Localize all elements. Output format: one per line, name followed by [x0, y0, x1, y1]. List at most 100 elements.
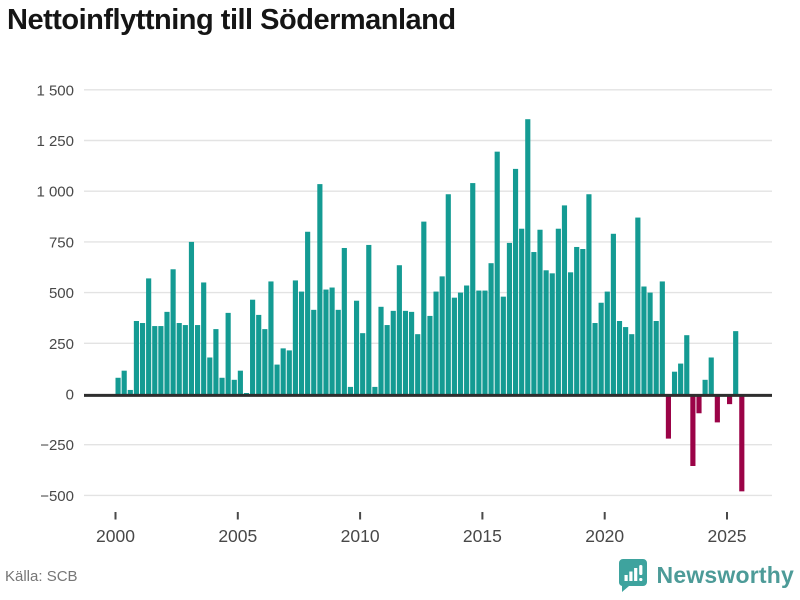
bar-positive: [476, 290, 482, 394]
bar-negative: [727, 394, 733, 405]
bar-positive: [616, 320, 623, 394]
bar-positive: [561, 205, 568, 394]
bar-positive: [445, 194, 451, 394]
bar-positive: [115, 377, 121, 394]
bar-positive: [396, 265, 402, 394]
bar-positive: [470, 183, 476, 394]
bar-positive: [170, 269, 176, 394]
bar-positive: [671, 371, 678, 394]
bar-positive: [292, 280, 298, 394]
bar-positive: [506, 242, 513, 394]
bar-positive: [433, 291, 439, 394]
bar-positive: [525, 119, 531, 395]
bar-positive: [378, 306, 384, 394]
y-axis-tick-label: 0: [66, 387, 74, 404]
bar-negative: [696, 394, 702, 414]
bar-positive: [268, 281, 274, 394]
bar-positive: [482, 290, 488, 394]
y-axis-tick-label: −250: [40, 437, 74, 454]
bar-positive: [586, 194, 592, 394]
bar-positive: [390, 310, 396, 394]
bar-positive: [194, 325, 201, 394]
bar-positive: [219, 377, 225, 394]
bar-positive: [702, 379, 708, 394]
bar-positive: [127, 389, 133, 394]
bar-positive: [201, 282, 207, 394]
bar-positive: [647, 292, 653, 394]
bar-positive: [280, 348, 286, 394]
bar-positive: [659, 281, 665, 394]
newsworthy-badge-icon: [618, 559, 647, 592]
bar-positive: [176, 323, 182, 394]
bar-positive: [384, 325, 390, 394]
bar-positive: [158, 326, 164, 394]
bar-positive: [555, 228, 561, 394]
newsworthy-wordmark: Newsworthy: [656, 561, 794, 588]
bar-positive: [182, 325, 188, 394]
bar-positive: [537, 229, 543, 394]
bar-positive: [415, 334, 421, 394]
bar-positive: [488, 263, 494, 394]
bar-positive: [512, 168, 519, 394]
bar-positive: [341, 247, 347, 394]
bar-positive: [133, 320, 139, 394]
bar-positive: [500, 296, 506, 394]
bar-positive: [164, 311, 170, 394]
bar-positive: [494, 151, 500, 394]
bar-positive: [347, 386, 354, 394]
y-axis-tick-label: 1 500: [36, 82, 74, 99]
bar-positive: [274, 364, 280, 394]
x-axis-tick-label: 2000: [96, 526, 135, 546]
bar-positive: [317, 184, 323, 394]
x-axis-tick-label: 2025: [708, 526, 747, 546]
bar-positive: [152, 326, 158, 394]
bar-positive: [604, 291, 610, 394]
bar-positive: [580, 248, 586, 394]
bar-positive: [323, 289, 329, 394]
bar-positive: [733, 331, 739, 394]
x-axis-tick-label: 2005: [218, 526, 257, 546]
bar-positive: [372, 386, 378, 394]
bar-positive: [451, 297, 457, 394]
bar-positive: [592, 323, 598, 394]
bar-positive: [629, 334, 635, 394]
bar-positive: [678, 363, 684, 394]
bar-positive: [549, 273, 555, 394]
bar-positive: [305, 231, 311, 394]
bar-positive: [653, 320, 659, 394]
bar-positive: [243, 392, 250, 394]
x-axis-tick-label: 2015: [463, 526, 502, 546]
bar-positive: [335, 309, 341, 394]
bar-positive: [237, 370, 243, 394]
bar-positive: [139, 323, 146, 394]
bar-positive: [457, 292, 464, 394]
bar-positive: [262, 329, 268, 394]
bar-positive: [684, 335, 690, 394]
bar-positive: [708, 357, 714, 394]
bar-positive: [574, 246, 580, 394]
newsworthy-logo[interactable]: Newsworthy: [618, 558, 794, 592]
x-axis-tick-label: 2020: [585, 526, 624, 546]
bar-negative: [714, 394, 720, 423]
bar-positive: [635, 217, 641, 394]
bar-positive: [207, 357, 213, 394]
bar-positive: [543, 270, 549, 394]
y-axis-tick-label: 250: [49, 336, 74, 353]
bar-positive: [641, 286, 647, 394]
bar-positive: [353, 300, 360, 394]
bar-positive: [519, 228, 525, 394]
y-axis-tick-label: 1 250: [36, 133, 74, 150]
bar-positive: [402, 310, 409, 394]
bar-positive: [188, 241, 195, 394]
page-title: Nettoinflyttning till Södermanland: [7, 4, 456, 36]
bar-negative: [665, 394, 671, 439]
bar-positive: [311, 309, 317, 394]
bar-positive: [146, 278, 152, 394]
bar-positive: [298, 291, 305, 394]
bar-positive: [231, 379, 237, 394]
bar-positive: [225, 312, 231, 394]
bar-positive: [439, 276, 445, 394]
bar-negative: [739, 394, 745, 492]
